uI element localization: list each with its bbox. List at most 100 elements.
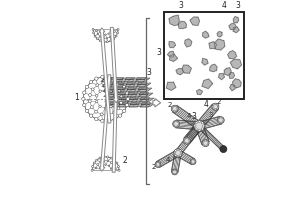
Circle shape (174, 111, 176, 112)
Polygon shape (176, 69, 183, 75)
Circle shape (222, 121, 224, 123)
Circle shape (92, 28, 94, 30)
Circle shape (95, 77, 98, 80)
Circle shape (171, 108, 172, 109)
Circle shape (105, 164, 106, 165)
Circle shape (89, 80, 93, 84)
Circle shape (99, 36, 101, 37)
Circle shape (218, 106, 219, 107)
Circle shape (176, 110, 177, 111)
Text: 3: 3 (236, 1, 241, 10)
Polygon shape (214, 39, 225, 50)
Circle shape (222, 117, 224, 119)
Polygon shape (229, 72, 234, 78)
Circle shape (114, 85, 116, 87)
Circle shape (191, 159, 192, 161)
Circle shape (223, 119, 224, 121)
Circle shape (173, 123, 174, 125)
Circle shape (82, 103, 86, 107)
Circle shape (94, 110, 98, 113)
Circle shape (118, 169, 120, 171)
Circle shape (99, 40, 101, 42)
Polygon shape (230, 59, 242, 69)
Circle shape (217, 104, 218, 105)
Circle shape (103, 41, 105, 43)
Circle shape (205, 145, 206, 147)
Circle shape (90, 106, 93, 109)
Circle shape (215, 109, 216, 110)
Circle shape (113, 95, 116, 97)
Circle shape (95, 167, 97, 169)
Circle shape (217, 117, 224, 124)
Polygon shape (153, 98, 160, 107)
Circle shape (110, 40, 112, 42)
Circle shape (201, 128, 203, 130)
Circle shape (110, 90, 112, 93)
Circle shape (110, 162, 112, 163)
Circle shape (177, 121, 179, 123)
Polygon shape (233, 17, 238, 23)
Circle shape (174, 174, 175, 175)
Circle shape (203, 140, 204, 142)
Polygon shape (169, 15, 179, 25)
Circle shape (172, 171, 173, 173)
Circle shape (191, 163, 192, 164)
Circle shape (108, 33, 109, 34)
Circle shape (156, 166, 157, 167)
Circle shape (110, 157, 112, 159)
Circle shape (125, 103, 129, 107)
Circle shape (194, 120, 205, 131)
Circle shape (126, 97, 130, 101)
Circle shape (159, 166, 160, 167)
Circle shape (108, 165, 110, 167)
Circle shape (183, 140, 185, 141)
Circle shape (193, 163, 194, 165)
Circle shape (117, 28, 119, 30)
Circle shape (113, 77, 116, 80)
Polygon shape (101, 78, 150, 81)
Polygon shape (202, 58, 208, 65)
Circle shape (201, 122, 203, 124)
Circle shape (95, 100, 98, 103)
Circle shape (102, 33, 103, 34)
Circle shape (190, 161, 191, 162)
Circle shape (159, 162, 160, 163)
Polygon shape (224, 68, 231, 75)
Circle shape (99, 90, 101, 92)
Circle shape (95, 95, 98, 97)
Circle shape (82, 97, 85, 101)
Circle shape (116, 162, 118, 164)
Circle shape (190, 159, 196, 165)
Polygon shape (230, 85, 235, 91)
Circle shape (113, 31, 115, 32)
Circle shape (207, 144, 208, 146)
Text: 2: 2 (217, 99, 221, 105)
Circle shape (180, 150, 181, 151)
Circle shape (215, 103, 216, 105)
Polygon shape (209, 42, 217, 49)
Text: 3: 3 (146, 68, 151, 77)
Circle shape (208, 142, 209, 144)
Circle shape (173, 120, 180, 127)
Circle shape (106, 156, 109, 158)
Circle shape (94, 35, 96, 37)
Circle shape (113, 159, 116, 161)
Circle shape (103, 156, 105, 158)
Circle shape (105, 34, 106, 35)
Bar (164, 12, 244, 99)
Circle shape (82, 91, 86, 94)
Circle shape (93, 162, 95, 164)
Circle shape (181, 152, 182, 154)
Circle shape (97, 33, 99, 35)
Circle shape (100, 168, 101, 169)
Circle shape (175, 150, 176, 151)
Circle shape (117, 32, 118, 34)
Circle shape (96, 159, 98, 161)
Circle shape (176, 106, 177, 107)
Circle shape (85, 109, 88, 113)
Circle shape (176, 120, 177, 122)
Circle shape (108, 82, 111, 85)
Polygon shape (105, 98, 154, 102)
Circle shape (172, 169, 178, 175)
Circle shape (113, 117, 116, 121)
